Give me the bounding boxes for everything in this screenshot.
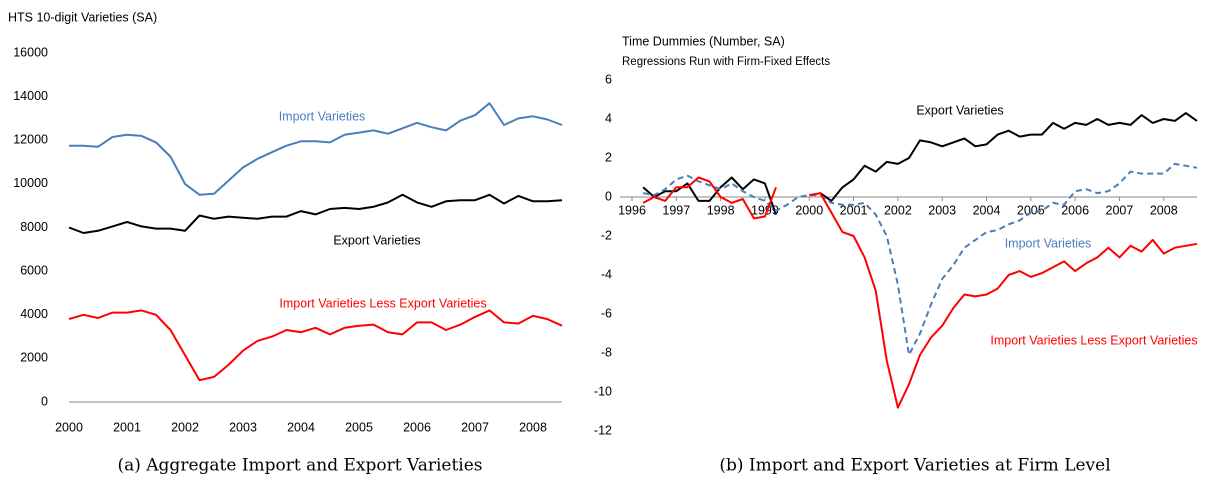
y-tick-label: 6000 bbox=[20, 263, 48, 277]
x-tick-label: 1996 bbox=[618, 203, 646, 217]
x-tick-label: 2002 bbox=[884, 203, 912, 217]
x-tick-label: 2005 bbox=[345, 420, 373, 434]
series-line bbox=[68, 309, 563, 382]
x-tick-label: 2005 bbox=[1017, 203, 1045, 217]
x-tick-label: 2003 bbox=[928, 203, 956, 217]
x-tick-label: 2004 bbox=[287, 420, 315, 434]
y-tick-label: 0 bbox=[41, 394, 48, 408]
y-tick-label: -10 bbox=[594, 384, 612, 398]
y-tick-label: 2000 bbox=[20, 351, 48, 365]
y-tick-label: 6 bbox=[605, 72, 612, 86]
series-label: Export Varieties bbox=[916, 103, 1003, 117]
x-tick-label: 2000 bbox=[795, 203, 823, 217]
y-tick-label: 4 bbox=[605, 111, 612, 125]
series-label: Import Varieties bbox=[1005, 236, 1092, 250]
x-tick-label: 2006 bbox=[1061, 203, 1089, 217]
caption: (a) Aggregate Import and Export Varietie… bbox=[117, 456, 482, 476]
x-tick-label: 2004 bbox=[973, 203, 1001, 217]
y-tick-label: 16000 bbox=[13, 45, 48, 59]
series-line bbox=[642, 176, 1198, 409]
chart-title: Time Dummies (Number, SA) bbox=[622, 34, 785, 48]
y-tick-label: -2 bbox=[601, 228, 612, 242]
y-tick-label: 0 bbox=[605, 189, 612, 203]
y-tick-label: 12000 bbox=[13, 133, 48, 147]
y-tick-label: -4 bbox=[601, 267, 612, 281]
series-label: Import Varieties Less Export Varieties bbox=[279, 296, 486, 310]
y-tick-label: 4000 bbox=[20, 307, 48, 321]
series-label: Import Varieties bbox=[279, 109, 366, 123]
y-tick-label: -12 bbox=[594, 423, 612, 437]
x-tick-label: 2003 bbox=[229, 420, 257, 434]
x-tick-label: 2007 bbox=[1106, 203, 1134, 217]
x-tick-label: 2006 bbox=[403, 420, 431, 434]
series-line bbox=[642, 112, 1198, 215]
chart-subtitle: Regressions Run with Firm-Fixed Effects bbox=[622, 56, 830, 68]
series-label: Export Varieties bbox=[333, 233, 420, 247]
y-tick-label: -8 bbox=[601, 345, 612, 359]
x-tick-label: 2001 bbox=[840, 203, 868, 217]
x-tick-label: 2001 bbox=[113, 420, 141, 434]
y-tick-label: 2 bbox=[605, 150, 612, 164]
series-line bbox=[642, 162, 1198, 356]
series-line bbox=[69, 102, 563, 196]
y-axis-title: HTS 10-digit Varieties (SA) bbox=[8, 10, 157, 24]
x-tick-label: 1997 bbox=[662, 203, 690, 217]
series-line bbox=[68, 193, 563, 234]
caption: (b) Import and Export Varieties at Firm … bbox=[719, 456, 1110, 476]
x-tick-label: 2008 bbox=[519, 420, 547, 434]
x-tick-label: 2002 bbox=[171, 420, 199, 434]
y-tick-label: 8000 bbox=[20, 220, 48, 234]
x-tick-label: 2007 bbox=[461, 420, 489, 434]
y-tick-label: -6 bbox=[601, 306, 612, 320]
x-tick-label: 2008 bbox=[1150, 203, 1178, 217]
y-tick-label: 14000 bbox=[13, 89, 48, 103]
y-tick-label: 10000 bbox=[13, 176, 48, 190]
x-tick-label: 2000 bbox=[55, 420, 83, 434]
series-label: Import Varieties Less Export Varieties bbox=[990, 333, 1197, 347]
x-tick-label: 1998 bbox=[707, 203, 735, 217]
